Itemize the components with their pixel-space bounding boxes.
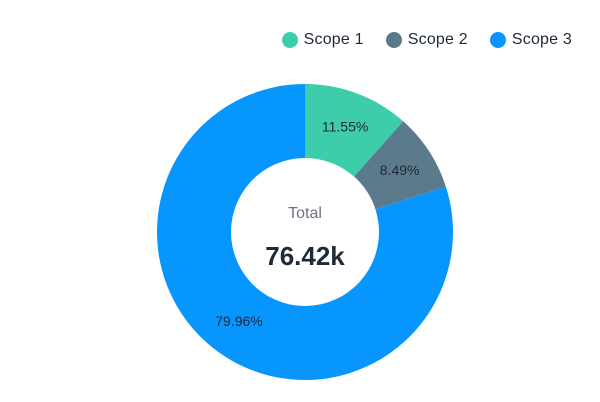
legend-label: Scope 2 [407,31,468,48]
donut-slices [157,84,454,380]
legend-item-scope-1[interactable]: Scope 1 [281,31,364,49]
slice-scope-3[interactable] [157,84,454,380]
center-value: 76.42k [265,241,345,271]
legend-dot-icon [281,32,298,48]
legend-item-scope-2[interactable]: Scope 2 [385,31,468,49]
legend-dot-icon [489,32,506,48]
legend-label: Scope 1 [303,31,364,48]
slice-value-label: 79.96% [215,313,262,329]
center-title: Total [288,205,322,222]
legend-label: Scope 3 [511,31,572,48]
legend-item-scope-3[interactable]: Scope 3 [489,31,572,49]
slice-scope-2[interactable] [354,121,446,210]
slice-scope-1[interactable] [305,84,404,177]
slice-labels: 11.55% 8.49% 79.96% [215,118,419,329]
slice-value-label: 11.55% [322,118,368,134]
chart-legend: Scope 1 Scope 2 Scope 3 [281,31,572,49]
slice-value-label: 8.49% [380,162,420,178]
legend-dot-icon [385,32,402,48]
